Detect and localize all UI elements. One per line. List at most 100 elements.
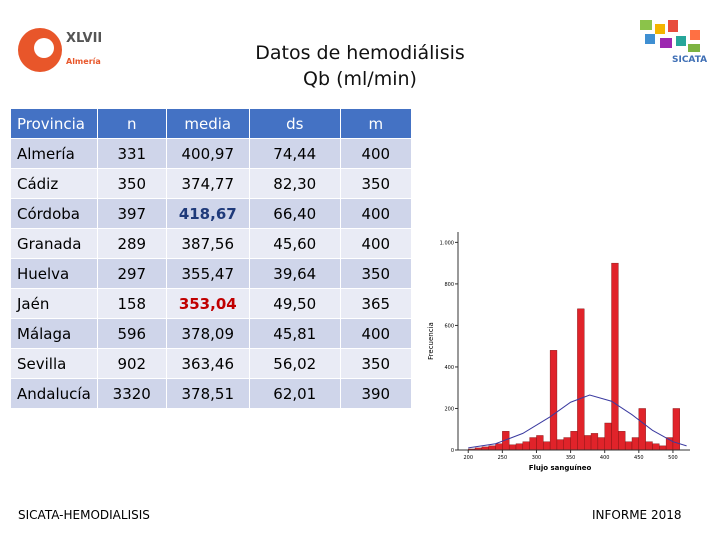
y-tick-label: 600 bbox=[444, 323, 454, 329]
table-row: Sevilla 902 363,46 56,02 350 bbox=[10, 348, 412, 379]
table-cell: 49,50 bbox=[248, 288, 341, 319]
table-cell: 331 bbox=[96, 138, 167, 169]
x-tick-label: 200 bbox=[463, 455, 473, 461]
table-cell: 353,04 bbox=[165, 288, 250, 319]
y-tick-label: 200 bbox=[444, 406, 454, 412]
table-cell: 355,47 bbox=[165, 258, 250, 289]
y-tick-label: 0 bbox=[451, 448, 454, 454]
bar bbox=[488, 445, 496, 451]
y-tick-label: 400 bbox=[444, 365, 454, 371]
bar bbox=[570, 431, 578, 451]
y-tick-label: 1.000 bbox=[440, 240, 454, 246]
logo-right-icon bbox=[640, 20, 700, 52]
table-cell: 39,64 bbox=[248, 258, 341, 289]
table-cell: 3320 bbox=[96, 378, 167, 409]
table-row: Jaén 158 353,04 49,50 365 bbox=[10, 288, 412, 319]
table-cell: 62,01 bbox=[248, 378, 341, 409]
bar bbox=[556, 439, 564, 451]
x-tick-label: 250 bbox=[498, 455, 508, 461]
logo-left-icon bbox=[34, 38, 54, 58]
x-tick-label: 400 bbox=[600, 455, 610, 461]
fitted-curve bbox=[468, 394, 687, 449]
bar bbox=[515, 443, 524, 451]
bar bbox=[529, 437, 537, 451]
table-cell: 297 bbox=[96, 258, 167, 289]
x-tick-label: 300 bbox=[532, 455, 542, 461]
table-cell: 400 bbox=[339, 228, 412, 259]
table-row: Andalucía 3320 378,51 62,01 390 bbox=[10, 378, 412, 409]
bar bbox=[638, 408, 646, 451]
table-cell: 418,67 bbox=[165, 198, 250, 229]
bar bbox=[584, 435, 592, 451]
column-header: m bbox=[339, 108, 412, 139]
table-cell: 596 bbox=[96, 318, 167, 349]
table-row: Córdoba 397 418,67 66,40 400 bbox=[10, 198, 412, 229]
table-cell: 66,40 bbox=[248, 198, 341, 229]
x-tick-label: 450 bbox=[634, 455, 644, 461]
column-header: media bbox=[165, 108, 250, 139]
table-cell: Cádiz bbox=[10, 168, 98, 199]
table-row: Huelva 297 355,47 39,64 350 bbox=[10, 258, 412, 289]
table-cell: Almería bbox=[10, 138, 98, 169]
table-cell: Córdoba bbox=[10, 198, 98, 229]
table-cell: Andalucía bbox=[10, 378, 98, 409]
table-cell: 387,56 bbox=[165, 228, 250, 259]
table-cell: Granada bbox=[10, 228, 98, 259]
logo-left-city: Almería bbox=[66, 57, 101, 66]
bar bbox=[577, 308, 585, 451]
y-axis-label: Frecuencia bbox=[427, 322, 435, 360]
table-cell: 350 bbox=[96, 168, 167, 199]
bar bbox=[508, 444, 517, 451]
bar bbox=[611, 262, 619, 451]
table-row: Málaga 596 378,09 45,81 400 bbox=[10, 318, 412, 349]
footer-right: INFORME 2018 bbox=[592, 508, 682, 522]
table-cell: 400,97 bbox=[165, 138, 250, 169]
bar bbox=[618, 431, 626, 451]
table-cell: 400 bbox=[339, 138, 412, 169]
table-row: Granada 289 387,56 45,60 400 bbox=[10, 228, 412, 259]
bar bbox=[604, 422, 612, 451]
table-cell: 400 bbox=[339, 318, 412, 349]
bar bbox=[597, 437, 605, 451]
bar bbox=[631, 437, 640, 451]
data-table: Provincia n media ds m Almería 331 400,97 74,44… bbox=[10, 108, 412, 409]
bar bbox=[659, 445, 667, 451]
table-cell: 45,81 bbox=[248, 318, 341, 349]
table-cell: 374,77 bbox=[165, 168, 250, 199]
column-header: n bbox=[96, 108, 167, 139]
table-cell: 56,02 bbox=[248, 348, 341, 379]
column-header: ds bbox=[248, 108, 341, 139]
bar bbox=[624, 441, 633, 451]
bar bbox=[590, 433, 599, 451]
logo-right-text: SICATA bbox=[672, 55, 707, 65]
table-cell: 378,51 bbox=[165, 378, 250, 409]
bar bbox=[563, 437, 571, 451]
table-cell: 45,60 bbox=[248, 228, 341, 259]
table-cell: 350 bbox=[339, 258, 412, 289]
table-cell: 350 bbox=[339, 348, 412, 379]
x-axis-label: Flujo sanguíneo bbox=[529, 464, 592, 472]
x-tick-label: 500 bbox=[668, 455, 678, 461]
logo-left-text: XLVII bbox=[66, 31, 102, 46]
bar bbox=[549, 350, 558, 451]
table-cell: Huelva bbox=[10, 258, 98, 289]
table-cell: 397 bbox=[96, 198, 167, 229]
y-tick-label: 800 bbox=[444, 282, 454, 288]
table-row: Cádiz 350 374,77 82,30 350 bbox=[10, 168, 412, 199]
table-cell: 158 bbox=[96, 288, 167, 319]
subtitle: Qb (ml/min) bbox=[303, 68, 417, 90]
title: Datos de hemodiálisis bbox=[255, 42, 465, 64]
table-cell: 289 bbox=[96, 228, 167, 259]
table-cell: Jaén bbox=[10, 288, 98, 319]
column-header: Provincia bbox=[10, 108, 98, 139]
bar bbox=[543, 441, 551, 451]
table-cell: Sevilla bbox=[10, 348, 98, 379]
table-cell: 74,44 bbox=[248, 138, 341, 169]
table-cell: 363,46 bbox=[165, 348, 250, 379]
table-cell: 902 bbox=[96, 348, 167, 379]
bar bbox=[536, 435, 544, 451]
table-cell: 400 bbox=[339, 198, 412, 229]
table-row: Almería 331 400,97 74,44 400 bbox=[10, 138, 412, 169]
